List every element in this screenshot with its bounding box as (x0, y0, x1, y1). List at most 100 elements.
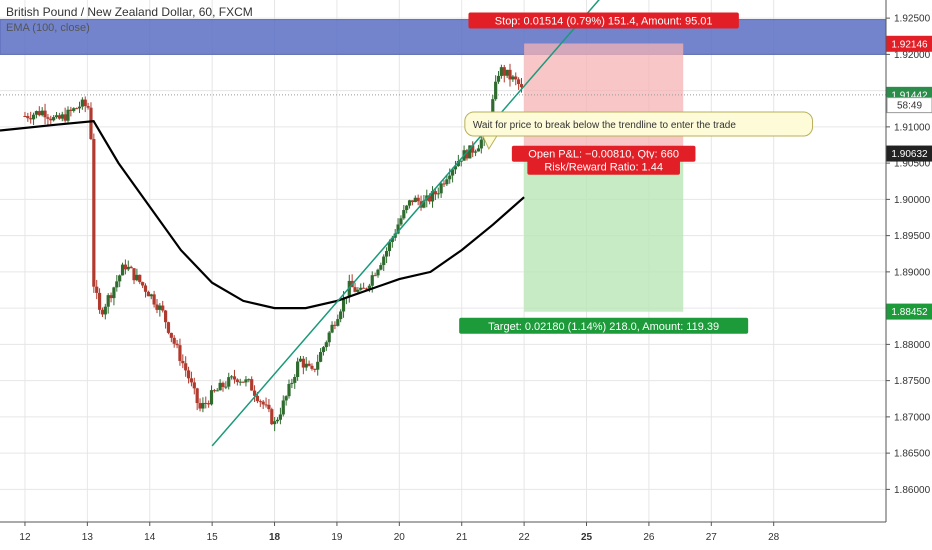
candle-body (341, 298, 346, 312)
candle-body (123, 264, 128, 270)
candle-body (198, 403, 202, 409)
candle-body (95, 286, 99, 293)
candle-body (230, 376, 234, 378)
price-tag-label: 1.90632 (891, 149, 928, 160)
candle-body (247, 379, 251, 381)
candle-body (416, 197, 420, 202)
candle-body (353, 287, 357, 292)
time-tick-label: 28 (768, 532, 780, 543)
time-tick-label: 22 (519, 532, 531, 543)
candle-body (83, 99, 87, 107)
annotation-text: Wait for price to break below the trendl… (473, 120, 737, 131)
candle-body (310, 365, 314, 369)
candle-body (407, 200, 412, 206)
candle-body (327, 332, 331, 343)
candle-body (410, 200, 415, 203)
candle-body (46, 117, 50, 119)
stop-label: Stop: 0.01514 (0.79%) 151.4, Amount: 95.… (495, 16, 713, 28)
candle-body (370, 275, 374, 286)
candle-body (296, 361, 300, 378)
candle-body (439, 183, 443, 194)
candle-body (143, 285, 148, 292)
candle-body (278, 414, 283, 420)
candle-body (212, 390, 216, 392)
candle-body (275, 419, 280, 422)
candle-body (29, 118, 33, 120)
candle-body (115, 281, 119, 288)
candle-body (456, 160, 460, 167)
time-tick-label: 20 (394, 532, 406, 543)
candle-body (499, 67, 504, 76)
supply-zone (0, 19, 887, 55)
candle-body (132, 268, 136, 281)
candle-body (396, 224, 400, 234)
candle-body (43, 110, 47, 118)
time-tick-label: 19 (331, 532, 343, 543)
candle-body (298, 358, 303, 362)
candle-body (92, 139, 96, 287)
candle-body (235, 379, 239, 382)
candle-body (244, 379, 248, 383)
price-tick-label: 1.92500 (894, 14, 931, 25)
candle-body (473, 151, 478, 153)
candle-body (453, 166, 458, 170)
candle-body (86, 106, 90, 108)
ema-indicator-label[interactable]: EMA (100, close) (6, 22, 90, 34)
target-label: Target: 0.02180 (1.14%) 218.0, Amount: 1… (488, 321, 719, 333)
candle-body (195, 388, 199, 404)
candle-body (201, 402, 205, 409)
candle-body (52, 117, 56, 121)
candle-body (60, 114, 64, 119)
candle-body (433, 191, 437, 195)
time-axis-background (0, 522, 932, 550)
price-tag-box (886, 145, 932, 162)
candle-body (261, 401, 265, 405)
candle-body (390, 237, 394, 243)
candle-body (465, 150, 469, 159)
candle-body (57, 115, 61, 119)
time-tick-label: 18 (269, 532, 281, 543)
candle-body (106, 295, 110, 307)
candle-body (40, 110, 44, 116)
candle-body (364, 288, 369, 290)
ema-line (0, 119, 525, 310)
candle-body (209, 390, 214, 405)
candle-body (468, 145, 472, 159)
candle-body (270, 409, 274, 425)
target-label-box (459, 317, 749, 334)
candle-body (186, 370, 191, 379)
candle-body (163, 310, 168, 323)
candle-body (232, 376, 237, 380)
candle-body (204, 402, 208, 404)
candle-body (189, 378, 194, 383)
open-pnl-label: Open P&L: −0.00810, Qty: 660 (528, 149, 679, 161)
candle-body (367, 285, 371, 289)
candle-body (49, 118, 53, 121)
candle-body (301, 358, 305, 368)
candle-body (126, 266, 130, 270)
time-tick-label: 13 (82, 532, 94, 543)
price-tick-label: 1.89500 (894, 231, 931, 242)
candle-body (227, 377, 231, 387)
risk-reward-label: Risk/Reward Ratio: 1.44 (544, 162, 663, 174)
time-tick-label: 15 (207, 532, 219, 543)
time-tick-label: 14 (144, 532, 156, 543)
candle-body (359, 287, 363, 290)
annotation-callout (464, 111, 814, 137)
candle-body (146, 291, 150, 297)
candle-body (502, 67, 506, 76)
price-tag-label: 58:49 (897, 101, 922, 112)
candle-body (333, 324, 337, 326)
candle-body (252, 390, 257, 396)
candle-body (207, 403, 211, 405)
candle-body (445, 179, 449, 185)
candle-body (23, 116, 27, 117)
candle-body (184, 363, 188, 371)
price-tick-label: 1.89000 (894, 267, 931, 278)
candle-body (221, 382, 225, 387)
candle-body (112, 287, 116, 299)
candle-body (293, 377, 297, 383)
candle-body (336, 319, 340, 326)
